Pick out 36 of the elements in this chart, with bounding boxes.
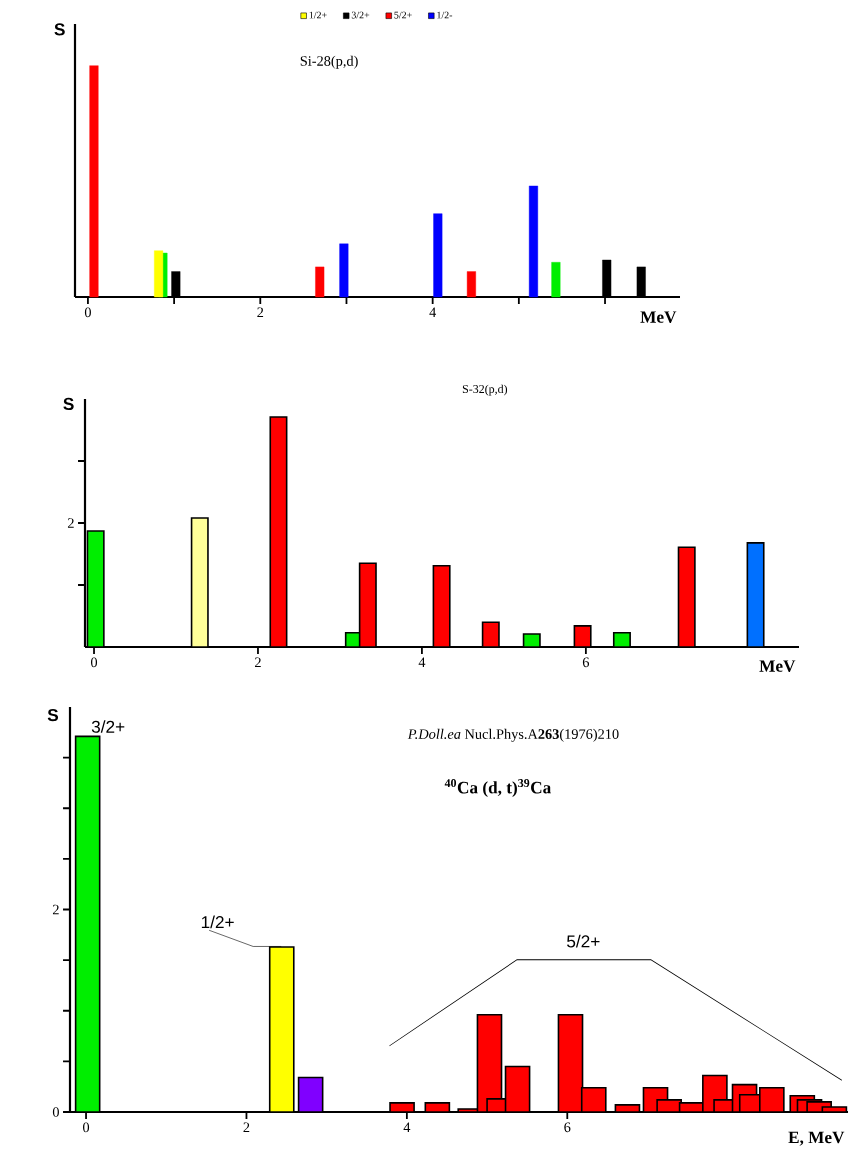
x-tick-label: 0	[83, 1122, 90, 1133]
x-tick-label: 2	[255, 657, 261, 667]
x-axis-title: E, MeV	[788, 1131, 845, 1146]
bar	[528, 185, 538, 298]
legend-label: 1/2+	[309, 11, 327, 19]
annotation: 5/2+	[567, 934, 600, 948]
x-tick-label: 0	[90, 657, 98, 668]
y-axis-title: S	[54, 23, 65, 36]
legend-label: 1/2-	[437, 11, 453, 19]
annotation: 3/2+	[91, 720, 125, 733]
bar	[154, 250, 164, 298]
annotation: P.Doll.ea Nucl.Phys.A263(1976)210	[407, 728, 619, 742]
bar	[339, 243, 349, 298]
x-tick-label: 2	[243, 1122, 250, 1132]
x-axis-title: MeV	[640, 311, 677, 323]
y-axis-title: S	[47, 709, 59, 722]
x-tick-label: 4	[418, 657, 426, 667]
x-axis-title: MeV	[759, 660, 796, 672]
x-tick-label: 6	[564, 1122, 571, 1133]
x-tick-label: 6	[582, 657, 590, 668]
y-axis-title: S	[63, 397, 74, 411]
chart-title: $^{40}$Ca (d, t)$^{39}$Ca	[444, 779, 551, 797]
bar	[315, 266, 325, 298]
annotation: 1/2+	[201, 915, 234, 929]
x-tick-label: 2	[257, 307, 264, 317]
bar	[89, 65, 99, 298]
x-tick-label: 0	[84, 307, 91, 318]
x-tick-label: 4	[403, 1122, 411, 1132]
legend-label: 3/2+	[351, 11, 370, 19]
chart-title: S-32(p,d)	[462, 384, 508, 396]
x-tick-label: 4	[429, 307, 437, 317]
chart-title: Si-28(p,d)	[300, 55, 358, 69]
bar	[551, 262, 561, 298]
bar	[433, 213, 443, 298]
bar	[466, 271, 476, 298]
legend-label: 5/2+	[394, 11, 412, 19]
